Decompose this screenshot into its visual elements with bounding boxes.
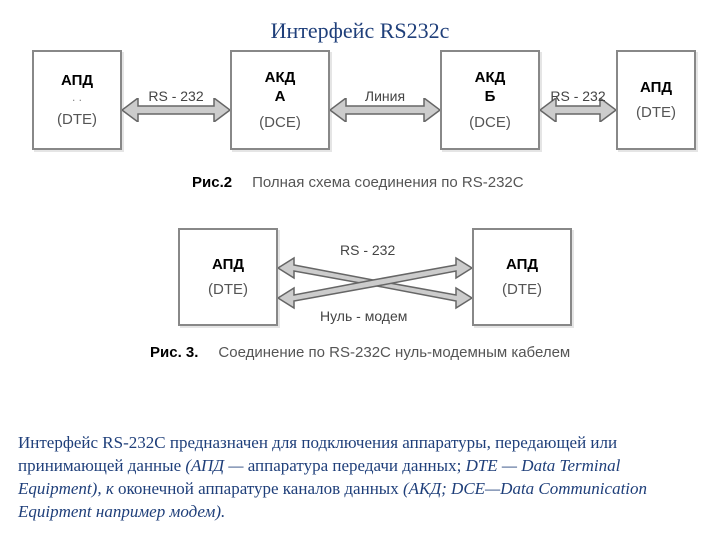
node-label-bottom: (DTE) (34, 110, 120, 130)
node-label-bottom: (DTE) (618, 103, 694, 123)
node-label-bottom: (DTE) (474, 280, 570, 300)
page-title: Интерфейс RS232c (0, 0, 720, 50)
node-n4: АПД (DTE) (616, 50, 696, 150)
connector-label-top: RS - 232 (340, 242, 395, 258)
figure-label: Рис.2 (192, 174, 232, 191)
node-label-top: АПД (474, 255, 570, 275)
node-n1: АПД. . (DTE) (32, 50, 122, 150)
node-label-top: АКДБ (442, 68, 538, 107)
node-label-bottom: (DTE) (180, 280, 276, 300)
node-label-top: АПД (618, 78, 694, 98)
node-n2: АКДА (DCE) (230, 50, 330, 150)
connector-label-bottom: Нуль - модем (320, 308, 407, 324)
diagram-null-modem: АПД (DTE) АПД (DTE) RS - 232 Нуль - модем Рис.… (20, 228, 700, 388)
diagram-full-connection: АПД. .(DTE)АКДА(DCE)АКДБ(DCE)АПД(DTE)RS … (20, 50, 700, 210)
node-m1: АПД (DTE) (178, 228, 278, 326)
description-paragraph: Интерфейс RS-232C предназначен для подкл… (18, 432, 702, 524)
paragraph-run: аппаратура передачи данных; (243, 456, 465, 475)
figure-caption-2: Рис. 3. Соединение по RS-232C нуль-модемн… (150, 344, 570, 361)
figure-caption-1: Рис.2 Полная схема соединения по RS-232C (192, 174, 524, 191)
node-n3: АКДБ (DCE) (440, 50, 540, 150)
figure-text: Полная схема соединения по RS-232C (252, 174, 524, 191)
connector-label: RS - 232 (122, 88, 230, 104)
node-label-top: АПД (34, 71, 120, 91)
node-label-top: АКДА (232, 68, 328, 107)
paragraph-run: оконечной аппаратуре каналов данных (114, 479, 403, 498)
node-label-bottom: (DCE) (232, 113, 328, 133)
figure-text: Соединение по RS-232C нуль-модемным кабе… (218, 344, 570, 361)
node-m2: АПД (DTE) (472, 228, 572, 326)
node-label-bottom: (DCE) (442, 113, 538, 133)
connector-label: Линия (330, 88, 440, 104)
node-label-sub: . . (34, 90, 120, 104)
paragraph-run: (АПД — (185, 456, 243, 475)
node-label-top: АПД (180, 255, 276, 275)
figure-label: Рис. 3. (150, 344, 198, 361)
connector-label: RS - 232 (540, 88, 616, 104)
